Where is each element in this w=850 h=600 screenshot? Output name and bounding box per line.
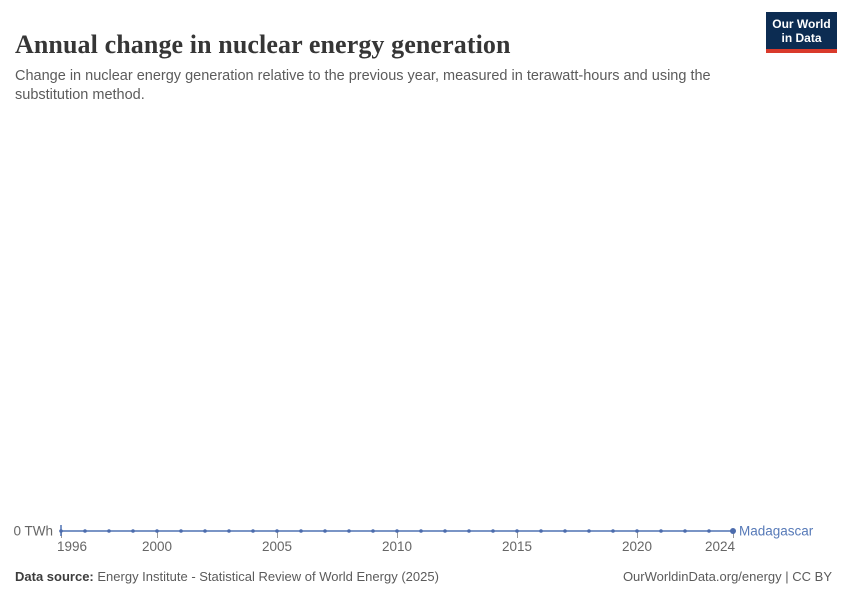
data-source-text: Energy Institute - Statistical Review of… [97, 569, 439, 584]
data-point[interactable] [443, 529, 447, 533]
data-point[interactable] [611, 529, 615, 533]
data-point[interactable] [83, 529, 87, 533]
chart-footer: Data source: Energy Institute - Statisti… [15, 569, 832, 584]
data-point[interactable] [467, 529, 471, 533]
data-source-label: Data source: [15, 569, 94, 584]
data-point[interactable] [299, 529, 303, 533]
data-point[interactable] [347, 529, 351, 533]
x-tick-label: 2024 [705, 539, 736, 554]
data-point[interactable] [203, 529, 207, 533]
data-point[interactable] [371, 529, 375, 533]
owid-logo-text-line1: Our World [772, 17, 831, 31]
owid-footer-link[interactable]: OurWorldinData.org/energy | CC BY [622, 569, 832, 584]
x-tick-label: 1996 [57, 539, 87, 554]
data-point[interactable] [59, 529, 63, 533]
data-point[interactable] [179, 529, 183, 533]
entity-label[interactable]: Madagascar [739, 524, 814, 539]
data-point[interactable] [635, 529, 639, 533]
x-tick-label: 2015 [502, 539, 532, 554]
data-point[interactable] [659, 529, 663, 533]
chart-title: Annual change in nuclear energy generati… [15, 30, 511, 60]
chart-subtitle: Change in nuclear energy generation rela… [15, 67, 711, 103]
y-axis-zero-label: 0 TWh [13, 524, 53, 539]
data-point[interactable] [539, 529, 543, 533]
data-source-line[interactable]: Data source: Energy Institute - Statisti… [15, 569, 439, 584]
data-point[interactable] [323, 529, 327, 533]
data-point[interactable] [395, 529, 399, 533]
data-point[interactable] [683, 529, 687, 533]
data-point[interactable] [515, 529, 519, 533]
data-point[interactable] [227, 529, 231, 533]
data-point[interactable] [730, 528, 736, 534]
data-point[interactable] [107, 529, 111, 533]
x-tick-label: 2010 [382, 539, 412, 554]
data-point[interactable] [491, 529, 495, 533]
plot-svg[interactable]: 1996 2000 2005 2010 2015 2020 2024 0 TWh Madagas… [0, 500, 850, 562]
x-tick-label: 2005 [262, 539, 292, 554]
owid-logo[interactable]: Our World in Data [766, 12, 837, 53]
data-point[interactable] [155, 529, 159, 533]
data-point[interactable] [707, 529, 711, 533]
x-tick-label: 2000 [142, 539, 172, 554]
data-point[interactable] [587, 529, 591, 533]
data-point[interactable] [563, 529, 567, 533]
data-point[interactable] [131, 529, 135, 533]
data-point[interactable] [275, 529, 279, 533]
data-point[interactable] [419, 529, 423, 533]
x-tick-label: 2020 [622, 539, 652, 554]
data-point[interactable] [251, 529, 255, 533]
owid-logo-text-line2: in Data [781, 31, 822, 45]
